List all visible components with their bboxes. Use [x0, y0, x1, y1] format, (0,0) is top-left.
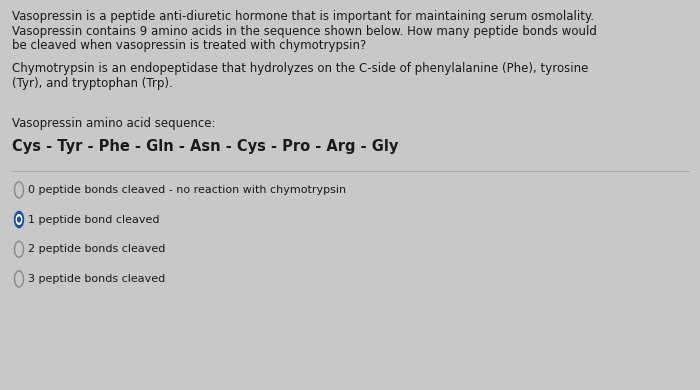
Text: Vasopressin is a peptide anti-diuretic hormone that is important for maintaining: Vasopressin is a peptide anti-diuretic h…	[12, 10, 594, 23]
Text: 0 peptide bonds cleaved - no reaction with chymotrypsin: 0 peptide bonds cleaved - no reaction wi…	[29, 185, 346, 195]
Text: (Tyr), and tryptophan (Trp).: (Tyr), and tryptophan (Trp).	[12, 77, 173, 90]
Ellipse shape	[15, 182, 24, 198]
Ellipse shape	[15, 241, 24, 257]
Text: Cys - Tyr - Phe - Gln - Asn - Cys - Pro - Arg - Gly: Cys - Tyr - Phe - Gln - Asn - Cys - Pro …	[12, 139, 398, 154]
Text: Vasopressin amino acid sequence:: Vasopressin amino acid sequence:	[12, 117, 216, 130]
Text: 1 peptide bond cleaved: 1 peptide bond cleaved	[29, 215, 160, 225]
Ellipse shape	[15, 211, 24, 228]
Ellipse shape	[16, 215, 22, 224]
Text: be cleaved when vasopressin is treated with chymotrypsin?: be cleaved when vasopressin is treated w…	[12, 39, 366, 52]
Text: 2 peptide bonds cleaved: 2 peptide bonds cleaved	[29, 244, 166, 254]
Ellipse shape	[15, 271, 24, 287]
Text: Chymotrypsin is an endopeptidase that hydrolyzes on the C-side of phenylalanine : Chymotrypsin is an endopeptidase that hy…	[12, 62, 589, 75]
Text: 3 peptide bonds cleaved: 3 peptide bonds cleaved	[29, 274, 166, 284]
Ellipse shape	[18, 217, 20, 222]
Text: Vasopressin contains 9 amino acids in the sequence shown below. How many peptide: Vasopressin contains 9 amino acids in th…	[12, 25, 597, 37]
